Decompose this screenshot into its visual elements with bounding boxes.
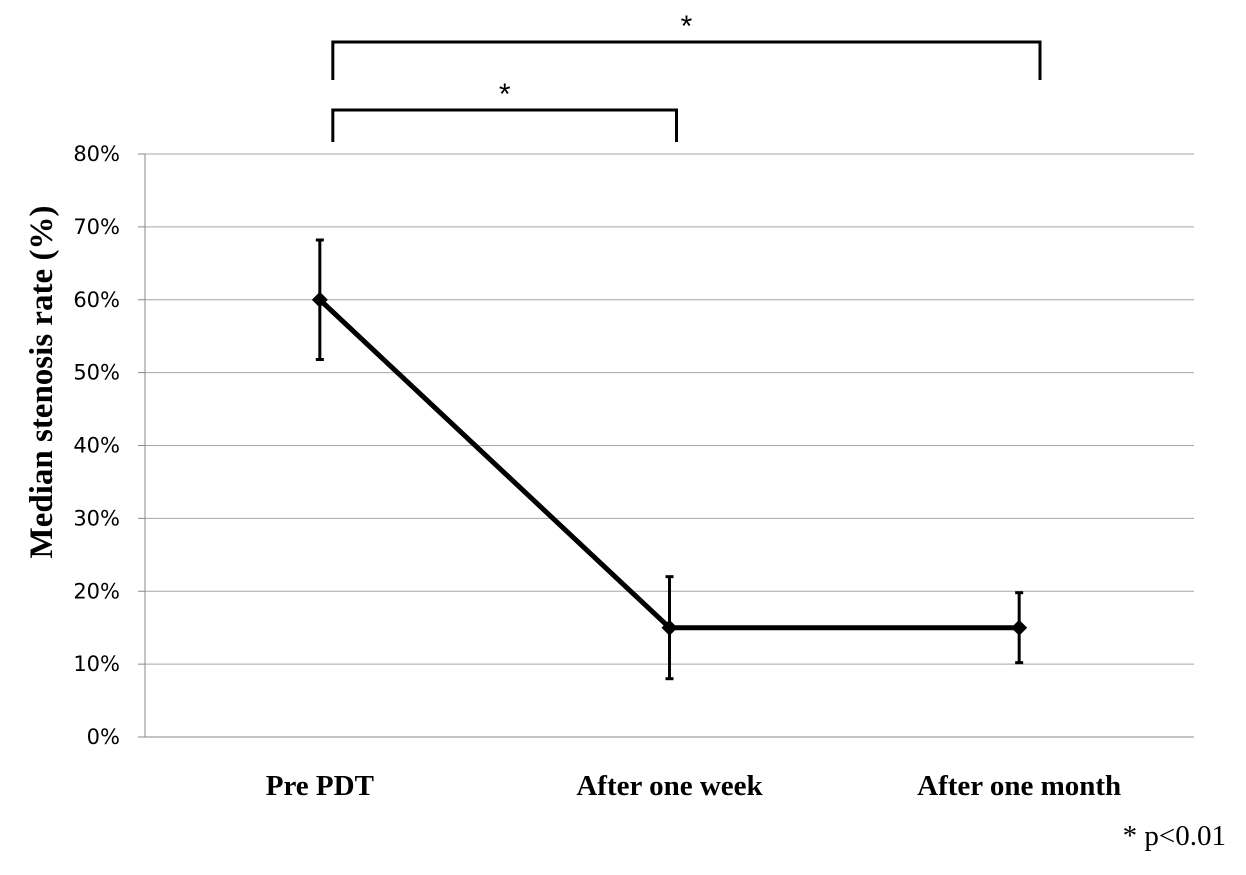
data-point-marker (1011, 619, 1028, 636)
y-axis-title: Median stenosis rate (%) (24, 206, 60, 559)
y-tick-label: 80% (73, 142, 120, 166)
y-tick-label: 10% (73, 652, 120, 676)
y-tick-label: 70% (73, 215, 120, 239)
y-tick-label: 30% (73, 506, 120, 530)
y-tick-label: 40% (73, 434, 120, 458)
axes (138, 153, 1194, 738)
x-category-labels: Pre PDT After one week After one month (266, 770, 1121, 802)
significance-star: * (499, 78, 511, 111)
x-category-label: After one week (576, 770, 763, 802)
y-tick-label: 50% (73, 361, 120, 385)
significance-bracket (331, 40, 1042, 80)
footnote: * p<0.01 (1123, 820, 1226, 852)
data-point-marker (311, 291, 328, 308)
y-tick-labels: 0% 10% 20% 30% 40% 50% 60% 70% 80% (73, 142, 120, 749)
y-tick-label: 60% (73, 288, 120, 312)
y-tick-label: 20% (73, 579, 120, 603)
significance-star: * (681, 10, 693, 43)
y-tick-label: 0% (87, 725, 120, 749)
data-point-marker (661, 619, 678, 636)
significance-bracket (331, 108, 678, 142)
x-category-label: Pre PDT (266, 770, 374, 802)
significance-brackets: ** (331, 10, 1042, 142)
series (311, 238, 1028, 681)
x-category-label: After one month (917, 770, 1121, 802)
